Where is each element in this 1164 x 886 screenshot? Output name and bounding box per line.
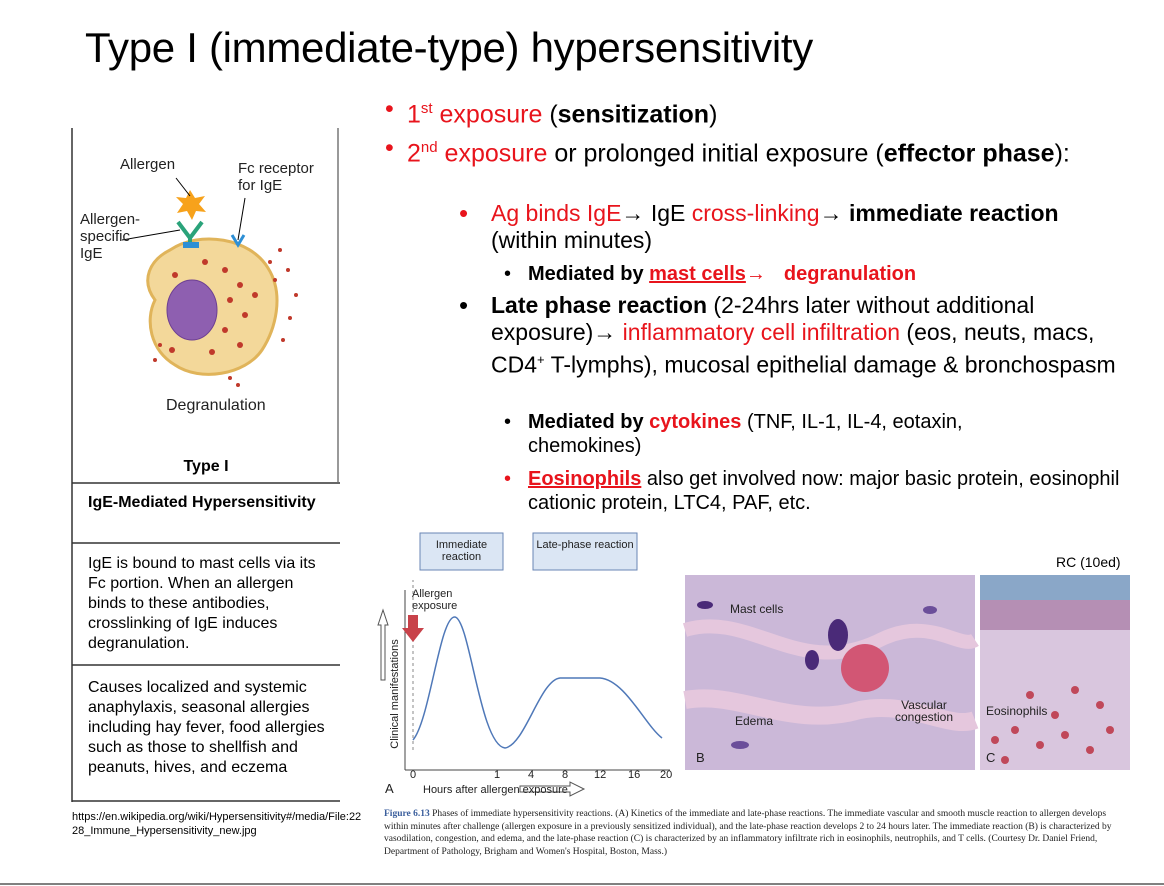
text: (2-24hrs later without additional exposu… — [491, 292, 1035, 345]
heading: IgE-Mediated Hypersensitivity — [88, 494, 316, 511]
text: degranulation — [783, 263, 917, 285]
caption-label: Figure 6.13 — [384, 809, 430, 819]
text: → — [593, 319, 623, 345]
caption-text: Phases of immediate hypersensitivity rea… — [384, 809, 1112, 857]
phase-box-label: Late-phase reaction — [536, 539, 634, 551]
bullet: 1st exposure (sensitization) — [385, 94, 1142, 129]
text: cytokines — [649, 411, 742, 433]
text: ) — [709, 100, 718, 129]
panel-letter: A — [385, 781, 394, 796]
text: 2 — [407, 139, 421, 168]
text: 1 — [407, 100, 421, 129]
text: also get involved now: major basic prote… — [528, 468, 1120, 514]
text: → — [745, 263, 766, 285]
x-tick-label: 16 — [628, 769, 641, 781]
photo-label: Mast cells — [730, 602, 784, 616]
text: IgE — [650, 200, 692, 226]
text: exposure — [432, 100, 543, 129]
y-axis-label: Clinical manifestations — [389, 639, 401, 749]
diagram-label: Allergen-specific IgE — [80, 211, 141, 262]
slide-title: Type I (immediate-type) hypersensitivity — [85, 24, 813, 71]
kinetics-graph — [377, 532, 670, 797]
text: ( — [542, 100, 558, 129]
text: nd — [420, 139, 438, 156]
mechanism: IgE is bound to mast cells via its Fc po… — [88, 555, 316, 652]
x-axis-label: Hours after allergen exposure — [423, 784, 568, 796]
annotation: Allergen exposure — [412, 588, 458, 612]
text: exposure — [437, 139, 548, 168]
figure-caption: Figure 6.13 Phases of immediate hypersen… — [384, 808, 1132, 858]
phase-box — [419, 532, 504, 571]
bullet: 2nd exposure or prolonged initial exposu… — [385, 133, 1107, 168]
text: Mediated by — [528, 263, 650, 285]
phase-box — [532, 532, 638, 571]
text: → — [621, 200, 651, 226]
left-panel-frame — [71, 128, 340, 802]
sub-sub-bullet: Mediated by cytokines (TNF, IL-1, IL-4, … — [504, 410, 1048, 458]
sub-bullet: Late phase reaction (2-24hrs later witho… — [459, 292, 1141, 379]
x-tick-label: 8 — [562, 769, 569, 781]
sub-sub-bullet: Eosinophils also get involved now: major… — [504, 467, 1138, 515]
photo-label: Edema — [735, 714, 774, 728]
photo-label: Eosinophils — [986, 704, 1048, 718]
type-label: Type I — [183, 458, 229, 475]
text: Late phase reaction — [491, 292, 708, 318]
diagram-label: Fc receptor for IgE — [238, 160, 314, 194]
text: cross-linking — [691, 200, 820, 226]
text: ): — [1054, 139, 1070, 168]
text: st — [420, 100, 433, 117]
x-tick-label: 1 — [494, 769, 501, 781]
x-tick-label: 12 — [594, 769, 607, 781]
panel-letter: B — [696, 750, 705, 765]
text: → — [819, 200, 849, 226]
text: Ag binds IgE — [491, 200, 622, 226]
source-url: https://en.wikipedia.org/wiki/Hypersensi… — [72, 811, 362, 837]
x-tick-label: 0 — [410, 769, 417, 781]
effects: Causes localized and systemic anaphylaxi… — [88, 679, 325, 776]
micrograph-b — [682, 575, 979, 770]
x-tick-label: 20 — [660, 769, 673, 781]
text: mast cells — [649, 263, 746, 285]
text: T-lymphs), mucosal epithelial damage & b… — [544, 351, 1116, 378]
text: (TNF, IL-1, IL-4, eotaxin, chemokines) — [528, 411, 963, 457]
text: (within minutes) — [491, 227, 653, 253]
mast-cell-illustration — [121, 177, 298, 387]
text: or prolonged initial exposure ( — [547, 139, 884, 168]
diagram-label: Allergen — [120, 156, 176, 173]
text: inflammatory cell infiltration — [622, 319, 901, 345]
sub-sub-bullet: Mediated by mast cells→ degranulation — [504, 262, 1138, 286]
photo-label: Vascular congestion — [894, 698, 954, 724]
text: sensitization — [557, 100, 710, 129]
sub-bullet: Ag binds IgE→ IgE cross-linking→ immedia… — [459, 200, 1091, 254]
x-tick-label: 4 — [528, 769, 535, 781]
phase-box-label: Immediate reaction — [435, 539, 488, 563]
credit: RC (10ed) — [1056, 554, 1121, 570]
text: Mediated by — [528, 411, 650, 433]
panel-letter: C — [986, 750, 996, 765]
text: effector phase — [883, 139, 1055, 168]
micrograph-c — [980, 575, 1130, 770]
text: (eos, neuts, macs, CD4 — [491, 319, 1095, 378]
text: Eosinophils — [528, 468, 642, 490]
text: + — [537, 352, 545, 367]
text: immediate reaction — [848, 200, 1059, 226]
diagram-label: Degranulation — [166, 397, 266, 414]
